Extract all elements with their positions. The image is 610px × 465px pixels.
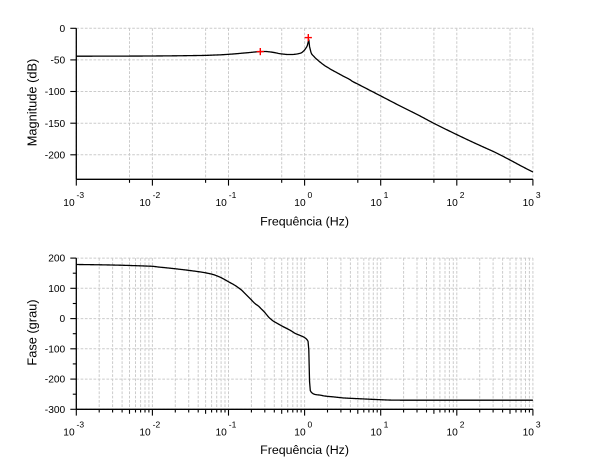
svg-text:Frequência (Hz): Frequência (Hz)	[260, 214, 349, 228]
svg-text:Fase (grau): Fase (grau)	[24, 299, 39, 365]
svg-text:-150: -150	[45, 119, 66, 130]
svg-text:Frequência (Hz): Frequência (Hz)	[260, 443, 349, 457]
svg-text:-100: -100	[45, 87, 66, 98]
svg-text:100: 100	[48, 284, 65, 295]
svg-text:0: 0	[60, 314, 66, 325]
svg-text:-200: -200	[45, 375, 66, 386]
svg-text:0: 0	[60, 24, 66, 35]
svg-text:-200: -200	[45, 150, 66, 161]
svg-text:-50: -50	[50, 56, 65, 67]
svg-text:-300: -300	[45, 405, 66, 416]
svg-text:-100: -100	[45, 344, 66, 355]
svg-text:Magnitude (dB): Magnitude (dB)	[24, 59, 39, 147]
svg-text:200: 200	[48, 254, 65, 265]
